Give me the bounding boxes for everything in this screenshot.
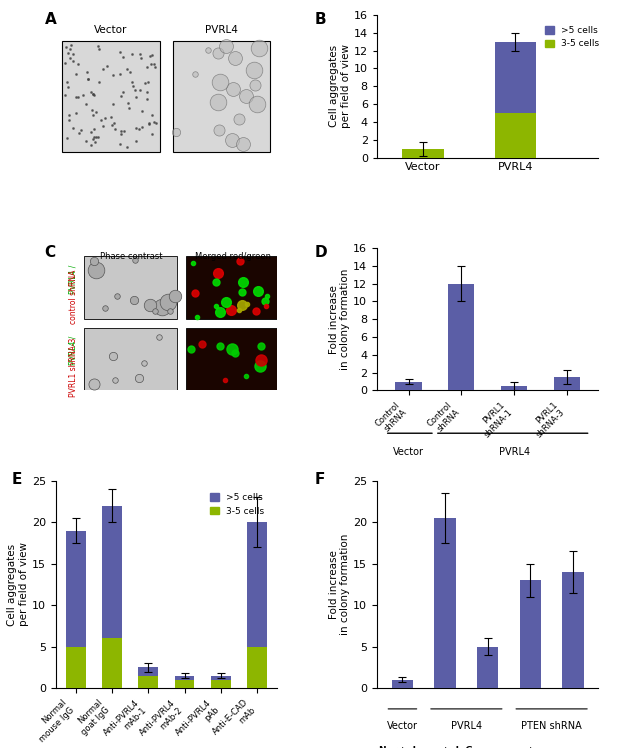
Text: -: - — [486, 747, 490, 748]
Text: +: + — [441, 747, 450, 748]
Bar — [392, 680, 413, 688]
Text: PVRL4 /: PVRL4 / — [68, 265, 78, 294]
Text: E: E — [11, 473, 22, 488]
Bar — [211, 675, 231, 680]
Y-axis label: Cell aggregates
per field of view: Cell aggregates per field of view — [7, 542, 29, 627]
Bar — [102, 638, 122, 688]
Y-axis label: Cell aggregates
per field of view: Cell aggregates per field of view — [329, 44, 351, 128]
Bar — [434, 518, 456, 688]
Bar — [501, 386, 528, 390]
Y-axis label: Fold increase
in colony formation: Fold increase in colony formation — [329, 269, 350, 370]
Text: F: F — [315, 473, 325, 488]
Text: +: + — [398, 747, 407, 748]
Text: Vector: Vector — [387, 721, 418, 732]
Text: Merged red/green: Merged red/green — [195, 252, 271, 261]
Bar — [65, 647, 86, 688]
Text: PVRL4: PVRL4 — [499, 447, 529, 458]
Legend: >5 cells, 3-5 cells: >5 cells, 3-5 cells — [207, 489, 268, 519]
Bar — [402, 149, 444, 158]
Text: A: A — [44, 12, 56, 27]
Bar — [62, 40, 160, 152]
Text: Vector: Vector — [393, 447, 424, 458]
Text: PVRL4: PVRL4 — [451, 721, 482, 732]
Bar — [395, 381, 422, 390]
Text: PVRL4: PVRL4 — [205, 25, 238, 35]
Bar — [562, 572, 584, 688]
Bar — [247, 647, 267, 688]
Text: D: D — [315, 245, 328, 260]
Bar — [186, 257, 280, 319]
Bar — [495, 42, 536, 113]
Bar — [553, 377, 580, 390]
Y-axis label: Fold increase
in colony formation: Fold increase in colony formation — [329, 534, 350, 635]
Text: PVRL4 /: PVRL4 / — [68, 336, 78, 365]
Bar — [85, 328, 178, 390]
Text: PVRL1 shRNA-3: PVRL1 shRNA-3 — [68, 338, 78, 397]
Text: C: C — [44, 245, 56, 260]
Text: +: + — [526, 747, 535, 748]
Bar — [477, 647, 499, 688]
Legend: >5 cells, 3-5 cells: >5 cells, 3-5 cells — [541, 22, 603, 52]
Text: PTEN shRNA: PTEN shRNA — [521, 721, 582, 732]
Text: -: - — [571, 747, 575, 748]
Bar — [448, 283, 474, 390]
Bar — [175, 675, 194, 680]
Text: Vector: Vector — [94, 25, 128, 35]
Text: Phase contrast: Phase contrast — [99, 252, 162, 261]
Text: Normal mouse IgG: Normal mouse IgG — [379, 747, 473, 748]
Text: control shRNA: control shRNA — [68, 269, 78, 324]
Bar — [520, 580, 541, 688]
Bar — [173, 40, 270, 152]
Bar — [247, 522, 267, 647]
Bar — [85, 257, 178, 319]
Bar — [495, 113, 536, 158]
Bar — [138, 667, 158, 675]
Bar — [65, 530, 86, 647]
Text: B: B — [315, 12, 326, 27]
Bar — [138, 675, 158, 688]
Bar — [186, 328, 280, 390]
Bar — [175, 680, 194, 688]
Bar — [102, 506, 122, 638]
Bar — [211, 680, 231, 688]
